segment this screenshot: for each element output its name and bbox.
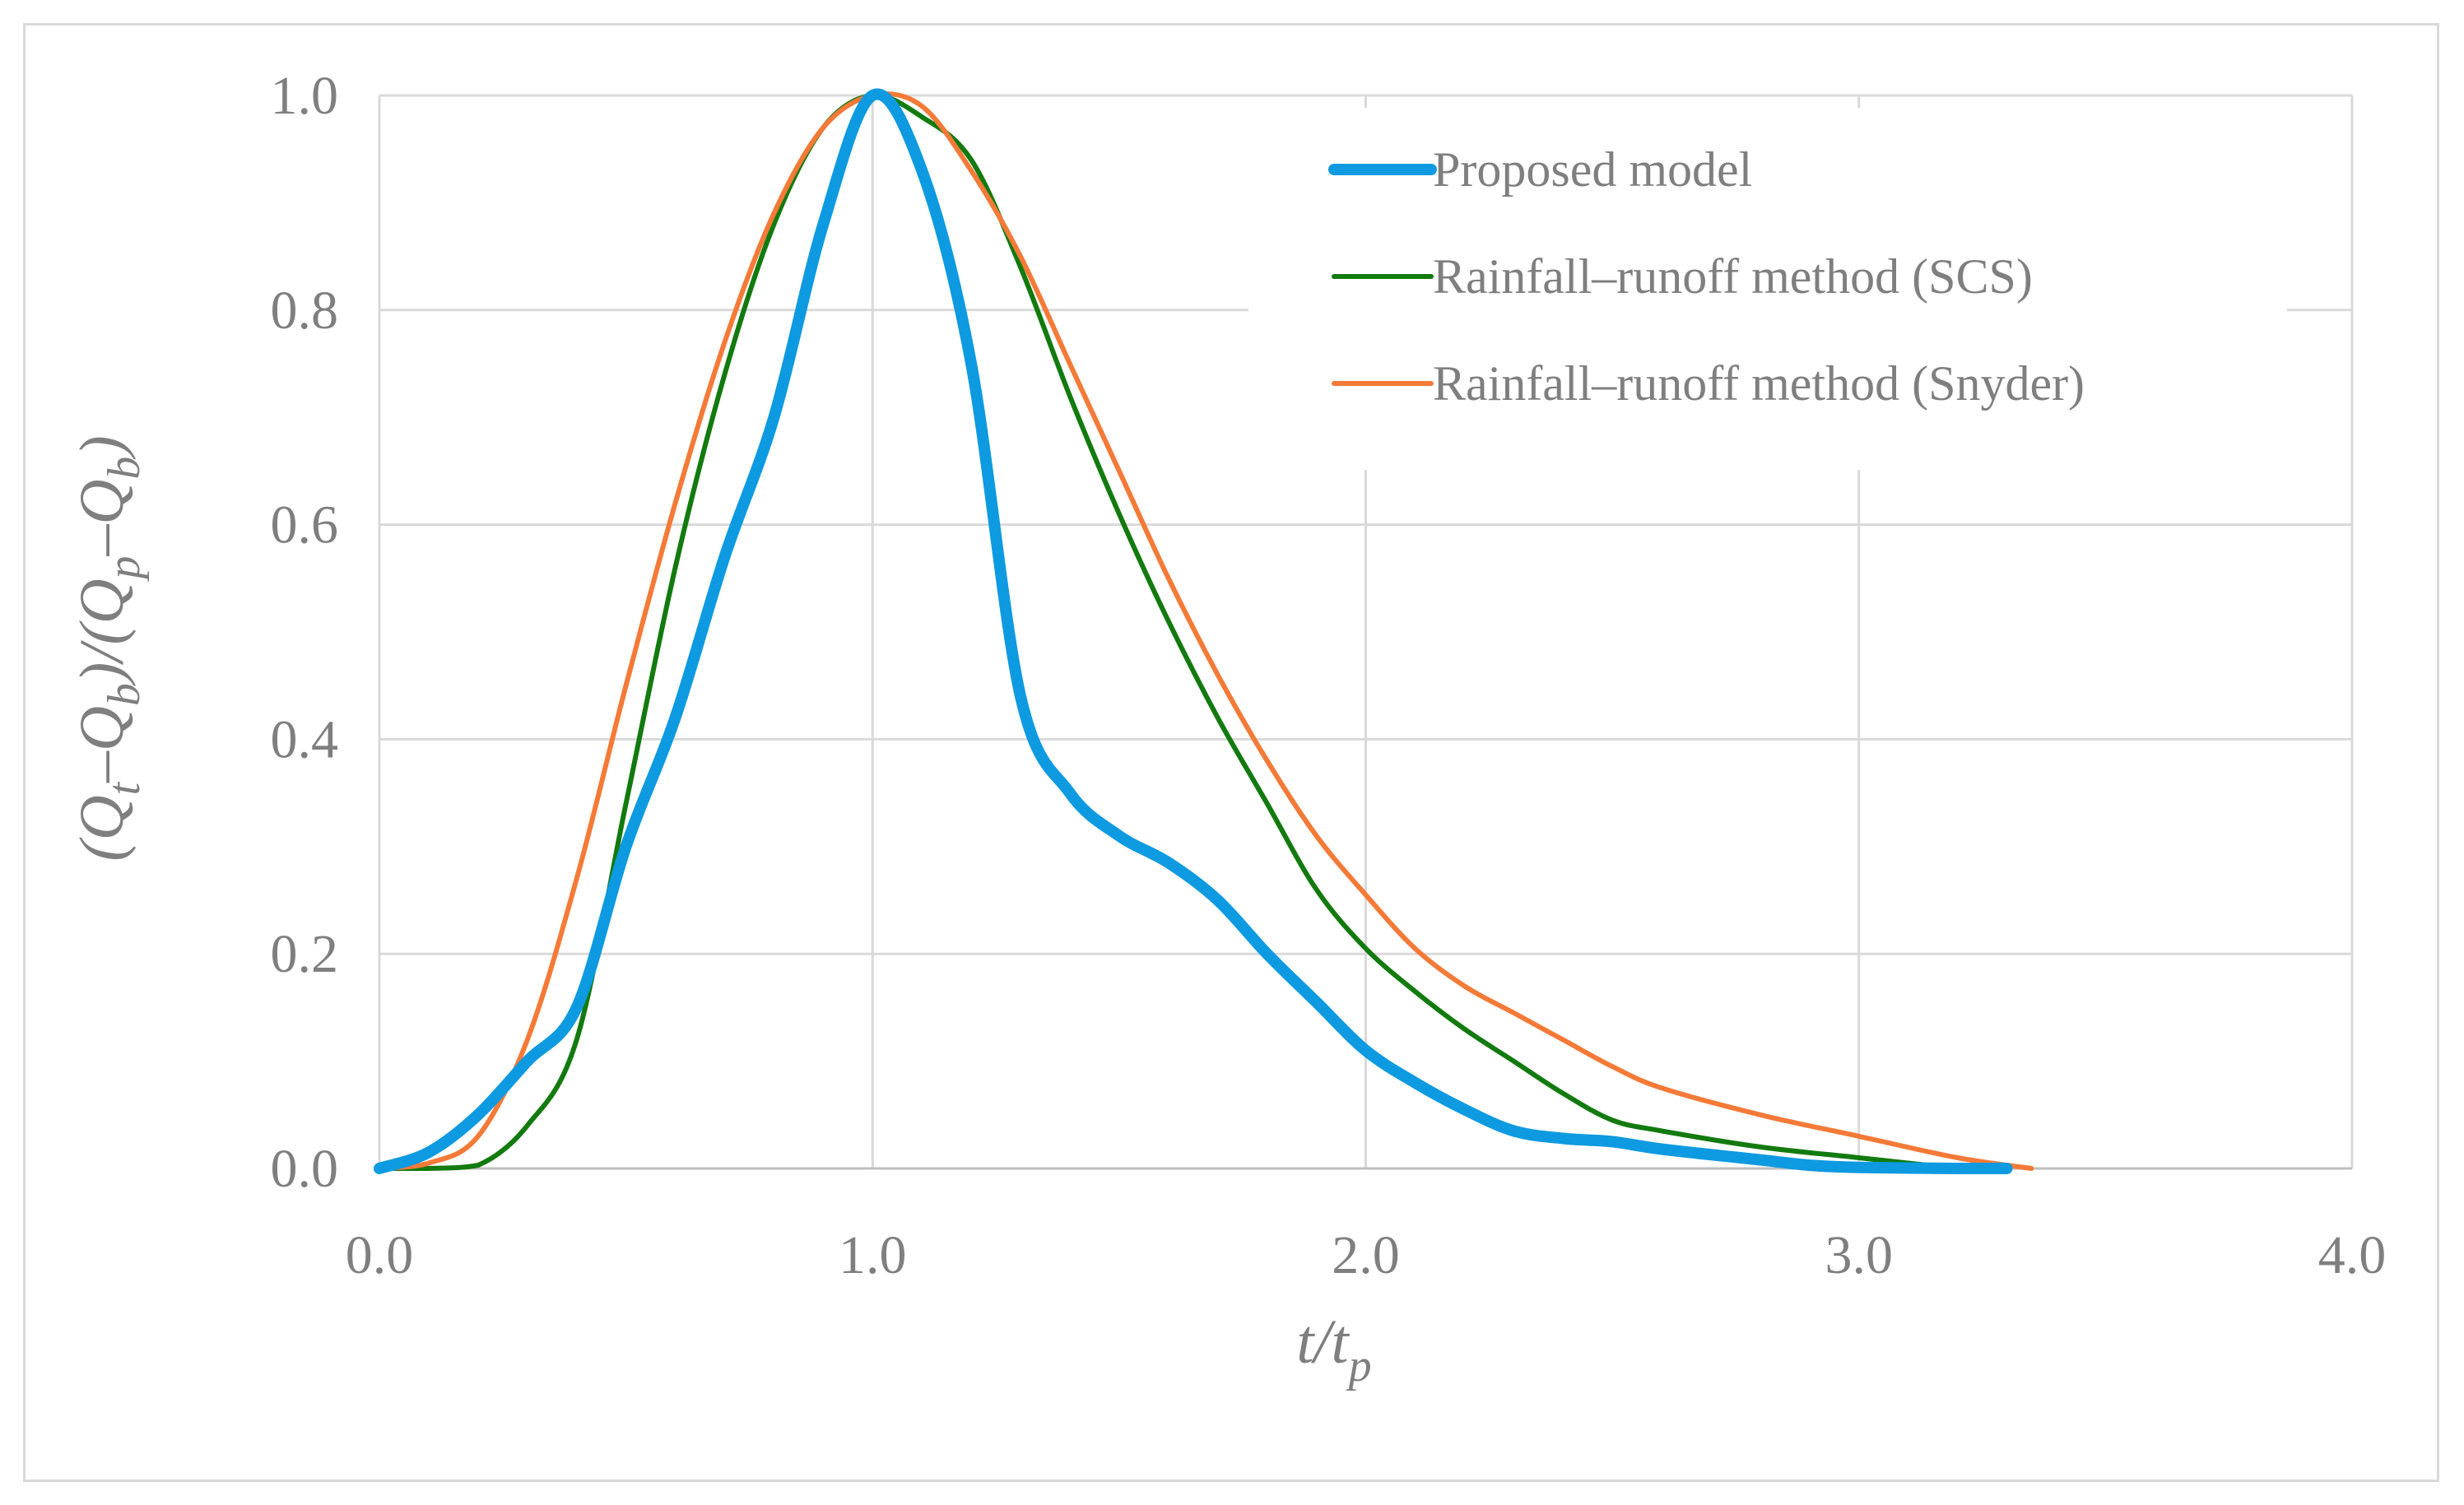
legend-label-proposed-model: Proposed model: [1433, 142, 1752, 197]
series-line-proposed-model: [374, 88, 2013, 1175]
y-tick-label: 0.0: [271, 1139, 339, 1199]
line-chart: 0.0 0.2 0.4 0.6 0.8 1.0 0.0 1.0 2.0 3.0 4.0 Propo…: [67, 66, 2387, 1391]
series-lines: [374, 88, 2034, 1175]
x-tick-label: 1.0: [839, 1225, 907, 1285]
x-axis-title: t/tp: [1296, 1308, 1371, 1391]
legend-label-rainfall-runoff-method-snyder: Rainfall–runoff method (Snyder): [1433, 356, 2085, 411]
y-tick-label: 0.2: [271, 924, 339, 984]
y-axis-title-part: –Q: [67, 480, 137, 557]
y-tick-label: 0.8: [271, 281, 339, 341]
y-axis-title-subscript: t: [99, 782, 150, 796]
x-axis-tick-labels: 0.0 1.0 2.0 3.0 4.0: [346, 1225, 2387, 1285]
y-axis-title-subscript: b: [99, 683, 150, 706]
x-tick-label: 3.0: [1825, 1225, 1894, 1285]
y-tick-label: 0.6: [271, 495, 339, 555]
grid: [378, 94, 2354, 1168]
y-axis-title: (Qt–Qb)/(Qp–Qb): [67, 435, 150, 861]
legend-label-rainfall-runoff-method-scs: Rainfall–runoff method (SCS): [1433, 249, 2033, 304]
series-line-rainfall-runoff-method-scs: [377, 92, 1960, 1172]
y-axis-title-part: (Q: [67, 796, 137, 862]
chart-frame: 0.0 0.2 0.4 0.6 0.8 1.0 0.0 1.0 2.0 3.0 4.0 Propo…: [23, 23, 2439, 1482]
x-tick-label: 4.0: [2318, 1225, 2387, 1285]
x-tick-label: 2.0: [1332, 1225, 1400, 1285]
y-axis-title-subscript: p: [99, 555, 150, 582]
y-tick-label: 1.0: [271, 66, 339, 126]
x-tick-label: 0.0: [346, 1225, 414, 1285]
y-axis-tick-labels: 0.0 0.2 0.4 0.6 0.8 1.0: [271, 66, 339, 1199]
y-axis-title-part: –Q: [67, 706, 137, 783]
legend: Proposed model Rainfall–runoff method (SC…: [1328, 142, 2085, 411]
x-axis-title-base: t/t: [1296, 1308, 1350, 1377]
series-line-rainfall-runoff-method-snyder: [377, 91, 2034, 1171]
y-axis-title-subscript: b: [99, 457, 150, 480]
x-axis-title-subscript: p: [1346, 1340, 1372, 1391]
y-tick-label: 0.4: [271, 709, 339, 769]
y-axis-title-part: ): [67, 435, 137, 459]
y-axis-title-part: )/(Q: [67, 578, 137, 686]
